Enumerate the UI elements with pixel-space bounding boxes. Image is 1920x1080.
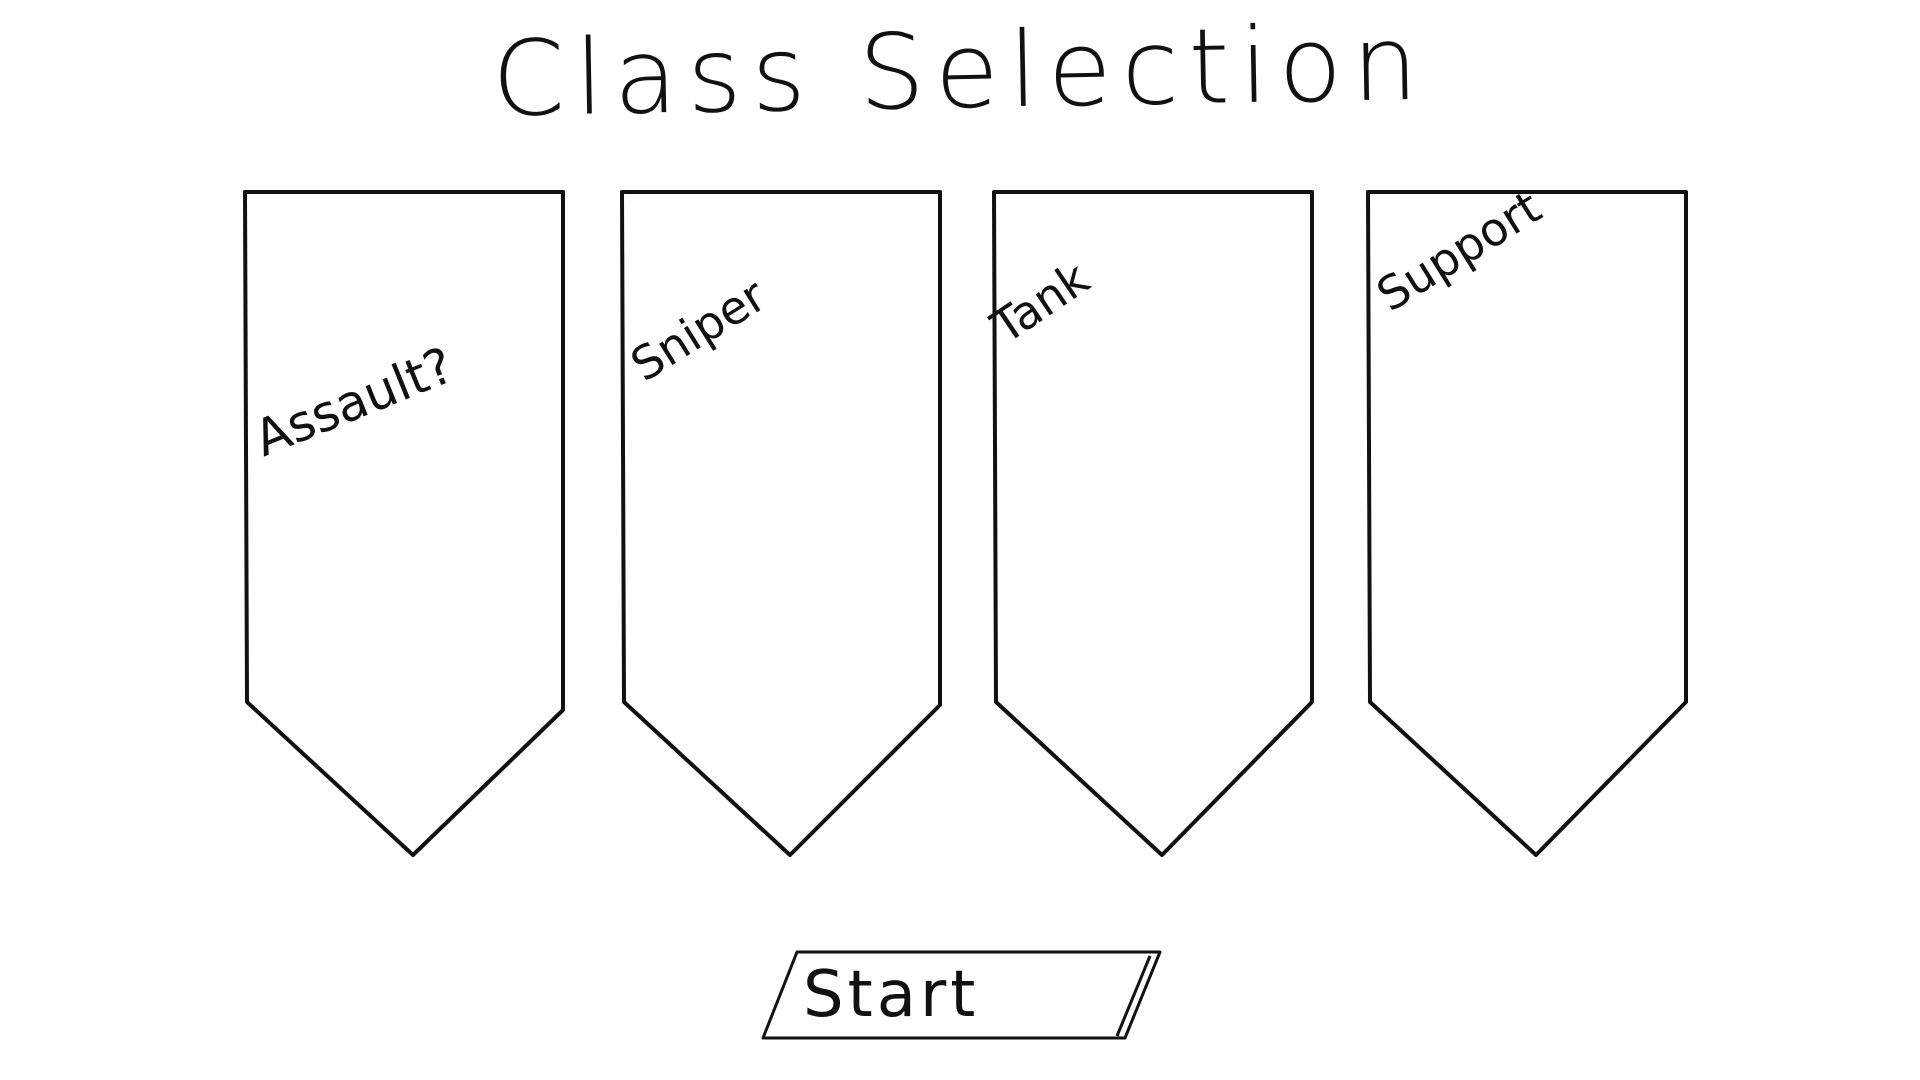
- banner-shape: [243, 190, 565, 857]
- banner-shape: [620, 190, 942, 857]
- class-card-assault[interactable]: Assault?: [243, 190, 568, 860]
- start-button-label: Start: [803, 958, 980, 1032]
- class-card-support[interactable]: Support: [1366, 180, 1691, 860]
- class-card-tank[interactable]: Tank: [982, 190, 1317, 860]
- start-button[interactable]: Start: [755, 950, 1165, 1040]
- banner-shape: [992, 190, 1314, 857]
- banner-shape: [1366, 190, 1688, 857]
- class-card-sniper[interactable]: Sniper: [620, 190, 945, 860]
- button-shape: [761, 950, 1162, 1040]
- page-title: Class Selection: [491, 1, 1429, 141]
